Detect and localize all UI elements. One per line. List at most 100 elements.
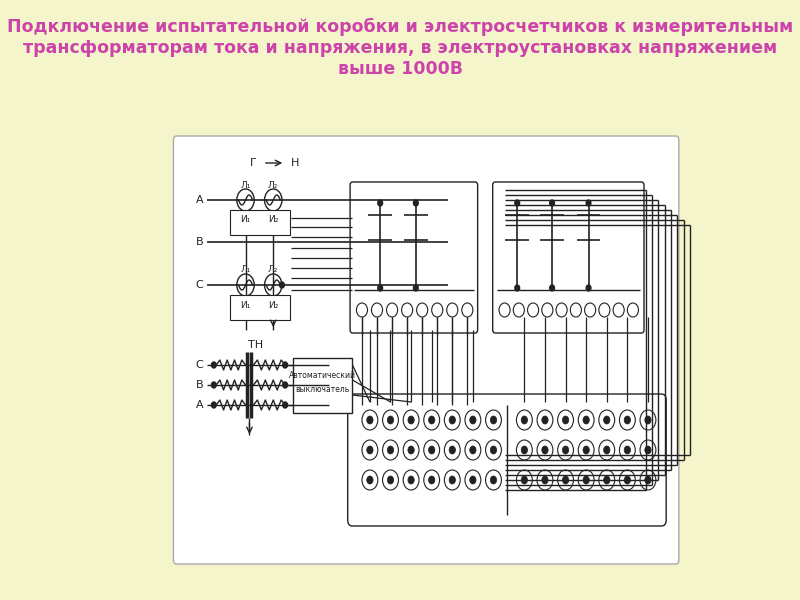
Circle shape — [550, 200, 554, 206]
Circle shape — [486, 470, 502, 490]
Circle shape — [402, 303, 413, 317]
Circle shape — [378, 285, 382, 291]
Circle shape — [578, 410, 594, 430]
Circle shape — [645, 416, 651, 424]
Circle shape — [408, 446, 414, 454]
Circle shape — [542, 416, 548, 424]
Circle shape — [366, 416, 373, 424]
Circle shape — [619, 470, 635, 490]
FancyBboxPatch shape — [350, 182, 478, 333]
Circle shape — [578, 440, 594, 460]
Circle shape — [403, 470, 419, 490]
Circle shape — [624, 416, 630, 424]
Circle shape — [429, 476, 435, 484]
Circle shape — [265, 189, 282, 211]
Text: Л₂: Л₂ — [268, 265, 278, 275]
Circle shape — [619, 440, 635, 460]
Bar — [230, 295, 290, 320]
Circle shape — [603, 446, 610, 454]
Text: В: В — [196, 380, 203, 390]
Text: В: В — [196, 237, 203, 247]
Text: И₁: И₁ — [240, 215, 250, 224]
Circle shape — [514, 303, 524, 317]
Text: Н: Н — [291, 158, 300, 168]
Circle shape — [282, 402, 287, 408]
Text: Подключение испытательной коробки и электросчетчиков к измерительным
трансформат: Подключение испытательной коробки и элек… — [7, 18, 793, 78]
Circle shape — [282, 382, 287, 388]
Circle shape — [542, 446, 548, 454]
Circle shape — [558, 440, 574, 460]
FancyBboxPatch shape — [493, 182, 644, 333]
Circle shape — [282, 362, 287, 368]
Text: С: С — [196, 280, 203, 290]
Circle shape — [583, 446, 590, 454]
Circle shape — [465, 470, 481, 490]
Circle shape — [562, 416, 569, 424]
Text: А: А — [196, 195, 203, 205]
Circle shape — [462, 303, 473, 317]
Circle shape — [211, 362, 216, 368]
Circle shape — [640, 440, 656, 460]
Circle shape — [522, 446, 527, 454]
Circle shape — [542, 303, 553, 317]
Circle shape — [522, 416, 527, 424]
Bar — [293, 358, 353, 413]
Circle shape — [537, 440, 553, 460]
Circle shape — [515, 200, 520, 206]
Circle shape — [424, 410, 440, 430]
Circle shape — [444, 470, 460, 490]
Text: И₁: И₁ — [240, 301, 250, 310]
Circle shape — [470, 476, 476, 484]
Circle shape — [387, 416, 394, 424]
Circle shape — [387, 476, 394, 484]
Circle shape — [578, 470, 594, 490]
Circle shape — [386, 303, 398, 317]
Circle shape — [603, 416, 610, 424]
Circle shape — [424, 470, 440, 490]
Circle shape — [640, 410, 656, 430]
Circle shape — [417, 303, 428, 317]
Circle shape — [366, 476, 373, 484]
Circle shape — [515, 285, 520, 291]
Circle shape — [562, 476, 569, 484]
Circle shape — [408, 476, 414, 484]
Circle shape — [382, 440, 398, 460]
Circle shape — [558, 470, 574, 490]
Circle shape — [449, 446, 455, 454]
Circle shape — [279, 282, 284, 288]
Circle shape — [558, 410, 574, 430]
Circle shape — [362, 470, 378, 490]
Circle shape — [366, 446, 373, 454]
Circle shape — [517, 410, 532, 430]
Circle shape — [265, 274, 282, 296]
Circle shape — [517, 470, 532, 490]
Circle shape — [382, 470, 398, 490]
Circle shape — [403, 410, 419, 430]
Circle shape — [527, 303, 538, 317]
Text: Л₁: Л₁ — [240, 265, 250, 275]
Circle shape — [550, 285, 554, 291]
Text: С: С — [196, 360, 203, 370]
Circle shape — [645, 476, 651, 484]
Circle shape — [446, 303, 458, 317]
Circle shape — [237, 189, 254, 211]
Text: Л₁: Л₁ — [240, 181, 250, 190]
Circle shape — [624, 476, 630, 484]
Circle shape — [619, 410, 635, 430]
Circle shape — [562, 446, 569, 454]
Circle shape — [408, 416, 414, 424]
Text: А: А — [196, 400, 203, 410]
Circle shape — [556, 303, 567, 317]
Circle shape — [424, 440, 440, 460]
Circle shape — [640, 470, 656, 490]
Circle shape — [490, 476, 497, 484]
Circle shape — [414, 285, 418, 291]
Circle shape — [522, 476, 527, 484]
Circle shape — [583, 416, 590, 424]
Circle shape — [490, 416, 497, 424]
Circle shape — [599, 470, 614, 490]
Circle shape — [237, 274, 254, 296]
Circle shape — [542, 476, 548, 484]
Circle shape — [211, 402, 216, 408]
Circle shape — [537, 410, 553, 430]
